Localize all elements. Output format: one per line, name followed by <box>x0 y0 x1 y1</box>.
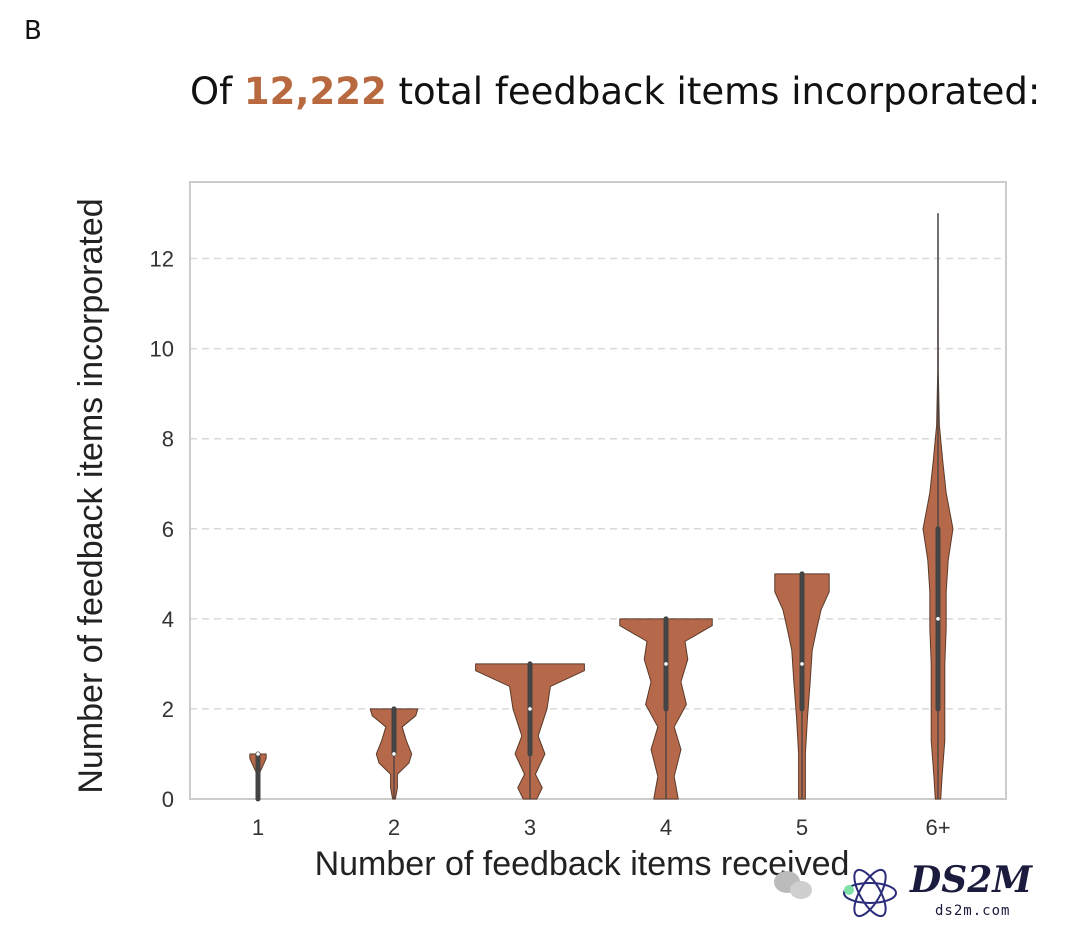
y-tick-label: 10 <box>150 337 174 362</box>
grid-lines <box>190 257 1006 710</box>
title-highlight-count: 12,222 <box>243 70 387 113</box>
x-tick-label: 6+ <box>925 815 950 840</box>
violin-4 <box>619 616 713 800</box>
x-tick-label: 4 <box>660 815 672 840</box>
violin-1 <box>249 751 267 802</box>
title-prefix: Of <box>190 70 244 113</box>
x-tick-label: 2 <box>388 815 400 840</box>
y-tick-label: 12 <box>150 247 174 272</box>
violin-median-marker <box>528 707 532 711</box>
violin-median-marker <box>800 662 804 666</box>
y-tick-label: 2 <box>162 697 174 722</box>
y-tick-label: 6 <box>162 517 174 542</box>
y-axis-label-text: Number of feedback items incorporated <box>72 198 110 793</box>
panel-label: B <box>24 16 42 46</box>
violin-median-marker <box>392 752 396 756</box>
violin-6+ <box>922 213 954 800</box>
x-tick-label: 1 <box>252 815 264 840</box>
x-tick-label: 5 <box>796 815 808 840</box>
x-axis-label: Number of feedback items received <box>315 845 850 883</box>
violin-5 <box>774 571 830 800</box>
y-tick-label: 8 <box>162 427 174 452</box>
wechat-icon <box>774 871 812 899</box>
chart-title: Of 12,222 total feedback items incorpora… <box>190 70 1040 113</box>
y-tick-label: 4 <box>162 607 174 632</box>
violin-2 <box>369 706 419 800</box>
atom-logo-icon <box>843 868 897 918</box>
watermark: DS2M ds2m.com <box>774 859 1033 919</box>
y-tick-label: 0 <box>162 787 174 812</box>
violins <box>249 213 954 802</box>
y-tick-labels: 0 2 4 6 8 10 12 <box>150 247 174 812</box>
plot-frame <box>189 181 1007 800</box>
x-tick-labels: 1 2 3 4 5 6+ <box>252 815 951 840</box>
violin-median-marker <box>256 752 260 756</box>
violin-median-marker <box>936 617 940 621</box>
y-axis-label: Number of feedback items incorporated <box>72 198 110 793</box>
watermark-site: ds2m.com <box>935 903 1010 919</box>
watermark-brand: DS2M <box>909 859 1033 901</box>
violin-median-marker <box>664 662 668 666</box>
violin-3 <box>475 661 585 800</box>
title-suffix: total feedback items incorporated: <box>386 70 1041 113</box>
x-tick-label: 3 <box>524 815 536 840</box>
